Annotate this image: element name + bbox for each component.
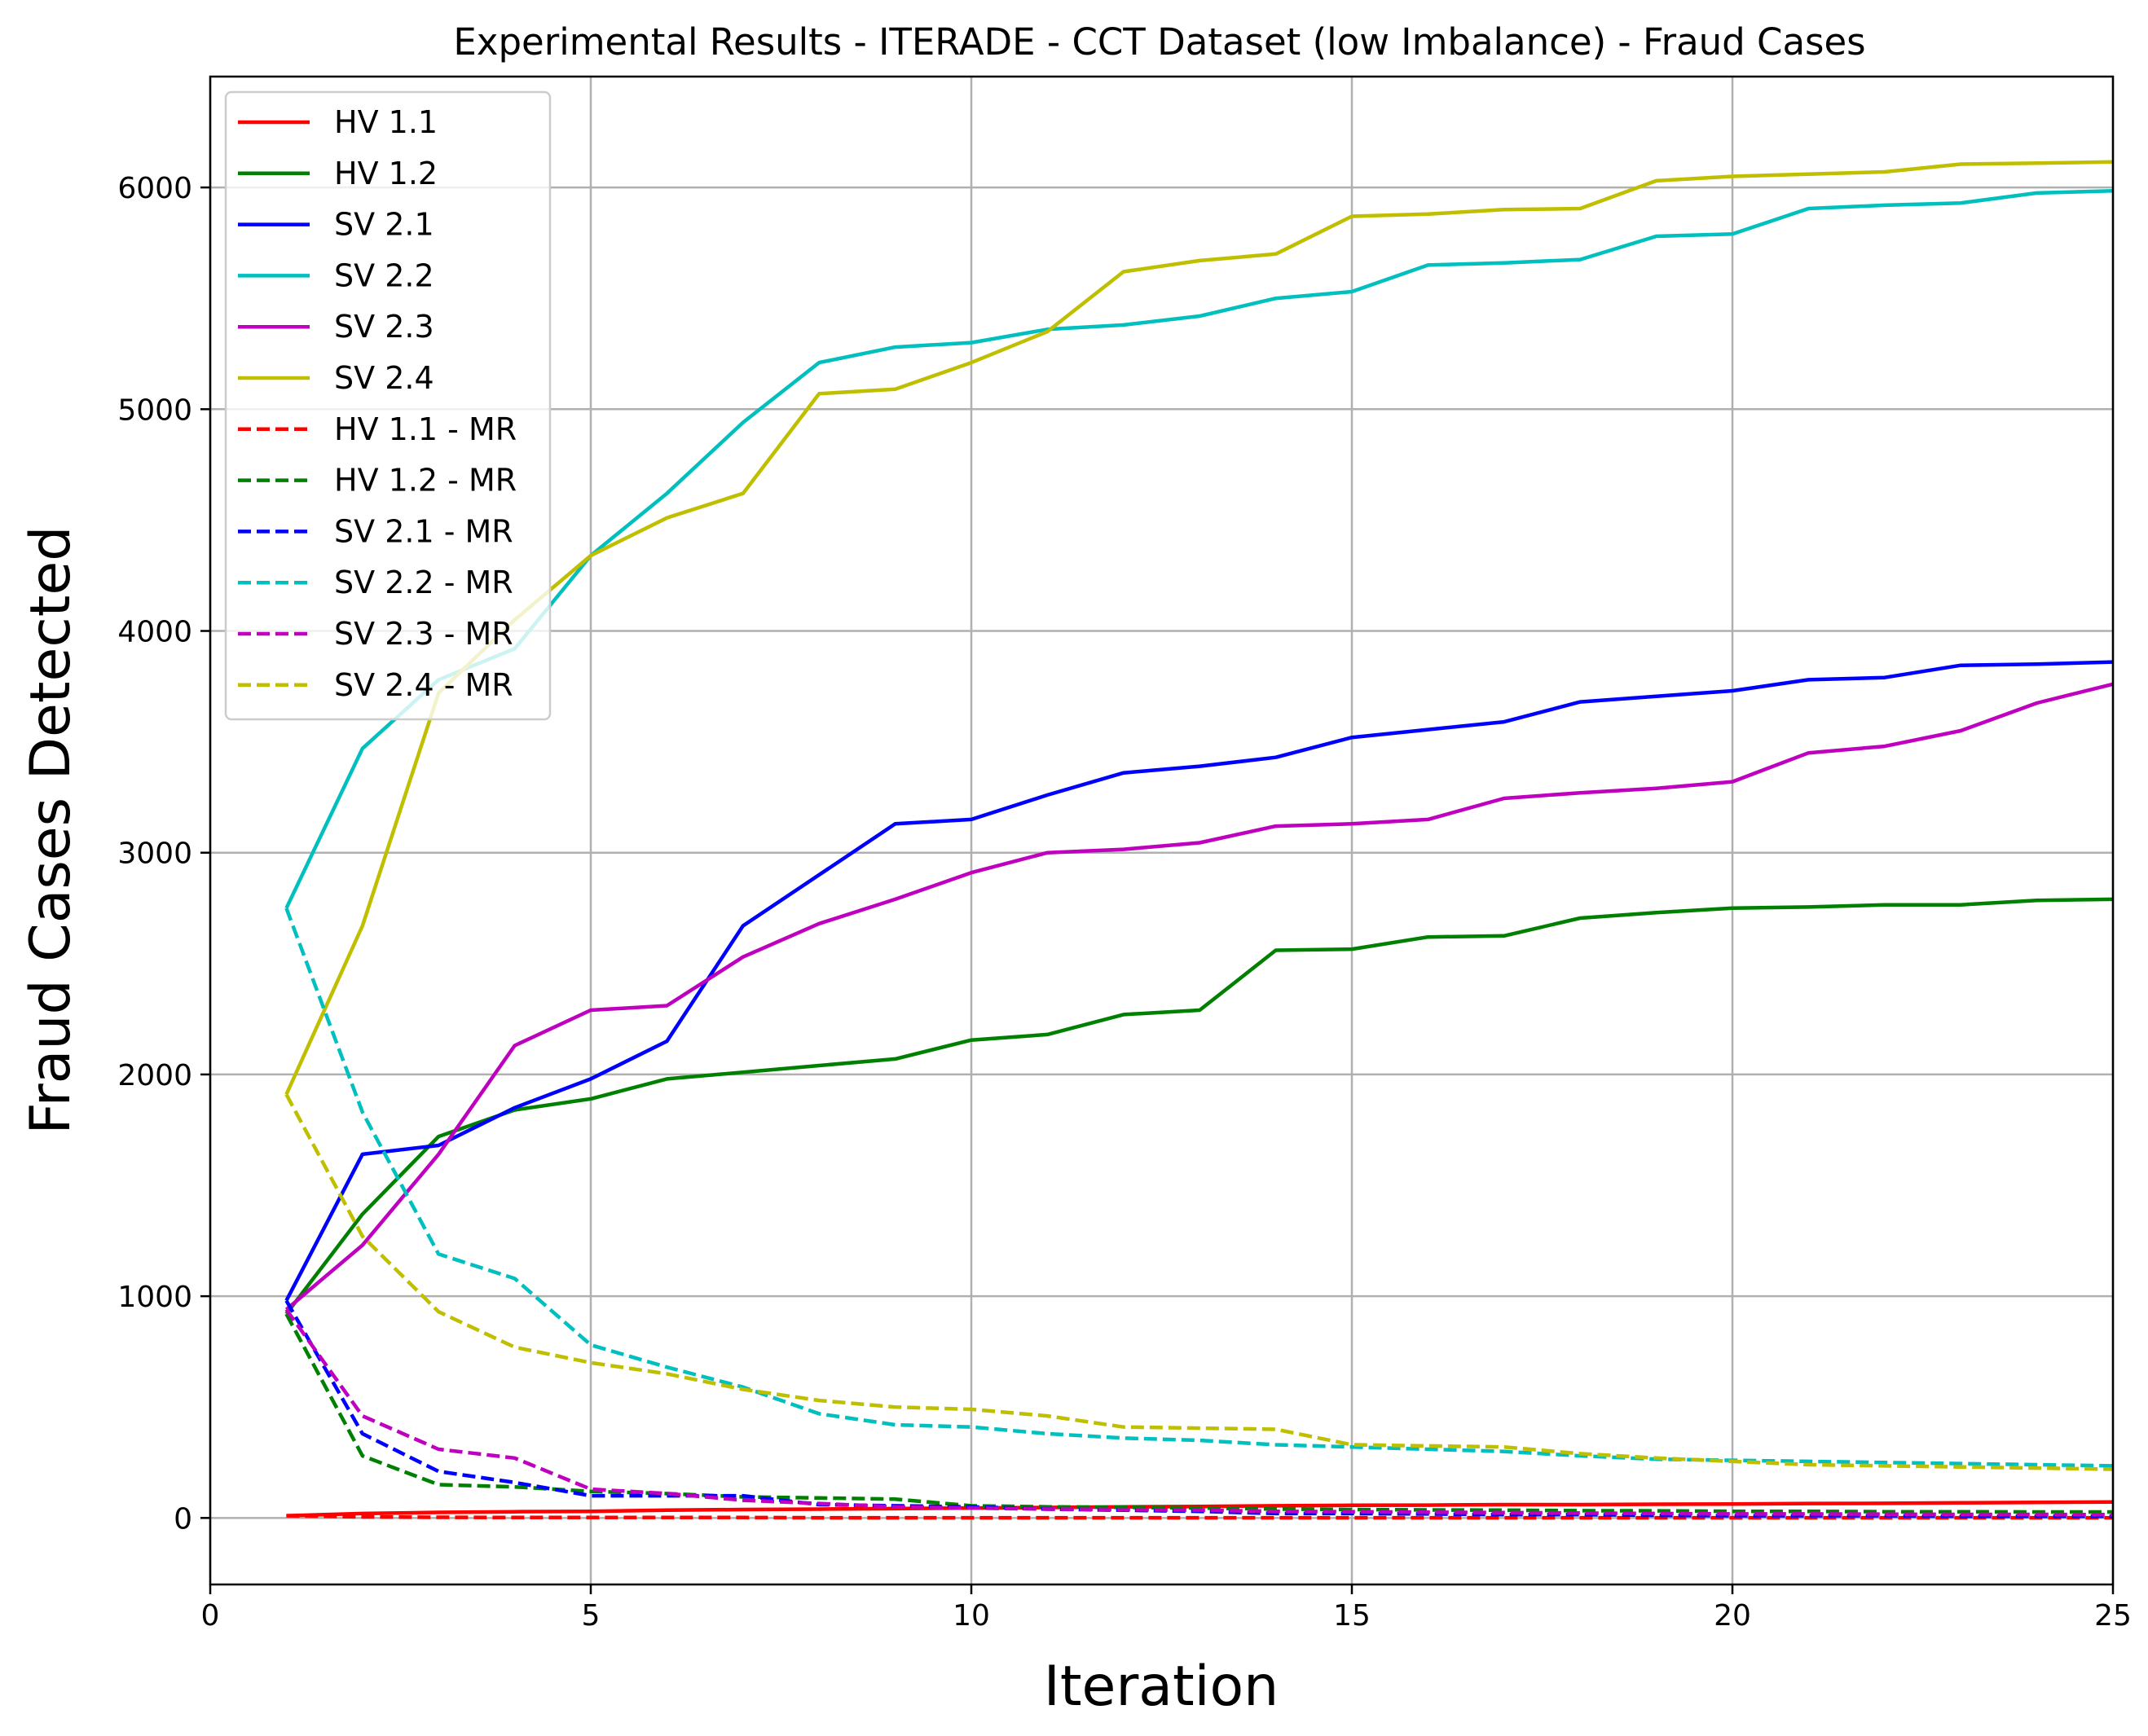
series-line — [284, 682, 2113, 1312]
x-tick-label: 15 — [1333, 1599, 1371, 1633]
series-line — [284, 897, 2113, 1316]
y-tick-label: 4000 — [117, 616, 192, 649]
x-axis-label: Iteration — [1044, 1655, 1279, 1719]
x-tick-label: 5 — [582, 1599, 601, 1633]
series-line — [284, 1093, 2113, 1471]
legend-label: SV 2.1 — [334, 207, 434, 243]
chart-title: Experimental Results - ITERADE - CCT Dat… — [453, 20, 1865, 64]
y-tick-label: 1000 — [117, 1281, 192, 1314]
x-tick-label: 25 — [2094, 1599, 2132, 1633]
legend-label: HV 1.1 — [334, 104, 438, 140]
y-tick-label: 2000 — [117, 1059, 192, 1092]
series-line — [284, 908, 2113, 1468]
axes-frame — [209, 75, 2115, 1586]
legend-label: SV 2.2 — [334, 257, 434, 293]
x-tick-label: 20 — [1714, 1599, 1751, 1633]
y-tick-label: 6000 — [117, 172, 192, 205]
legend-label: HV 1.1 - MR — [334, 411, 517, 447]
series-line — [286, 1514, 2113, 1520]
grid-lines — [209, 77, 2115, 1584]
series-line — [284, 1312, 2113, 1514]
y-tick-label: 0 — [174, 1502, 192, 1536]
y-tick-label: 3000 — [117, 837, 192, 871]
legend-label: SV 2.4 — [334, 360, 434, 396]
legend-label: SV 2.2 - MR — [334, 565, 513, 600]
legend-label: SV 2.4 - MR — [334, 667, 513, 703]
y-axis-ticks: 0 1000 2000 3000 4000 5000 6000 — [117, 172, 210, 1536]
series-line — [284, 160, 2113, 1096]
x-tick-label: 10 — [953, 1599, 990, 1633]
series-line — [284, 660, 2113, 1302]
legend-label: SV 2.3 — [334, 309, 434, 345]
y-tick-label: 5000 — [117, 393, 192, 427]
y-axis-label: Fraud Cases Detected — [19, 526, 83, 1135]
legend-box — [224, 90, 552, 721]
x-tick-label: 0 — [201, 1599, 220, 1633]
legend-label: HV 1.2 - MR — [334, 463, 517, 499]
x-axis-ticks: 0 5 10 15 20 25 — [201, 1584, 2132, 1633]
legend-label: SV 2.3 - MR — [334, 616, 513, 652]
plot-series-group — [284, 160, 2113, 1520]
legend: HV 1.1 HV 1.2 SV 2.1 SV 2.2 SV 2.3 SV 2.4 HV 1… — [224, 90, 552, 721]
legend-label: HV 1.2 — [334, 156, 438, 191]
series-line — [284, 1308, 2113, 1517]
legend-label: SV 2.1 - MR — [334, 513, 513, 549]
